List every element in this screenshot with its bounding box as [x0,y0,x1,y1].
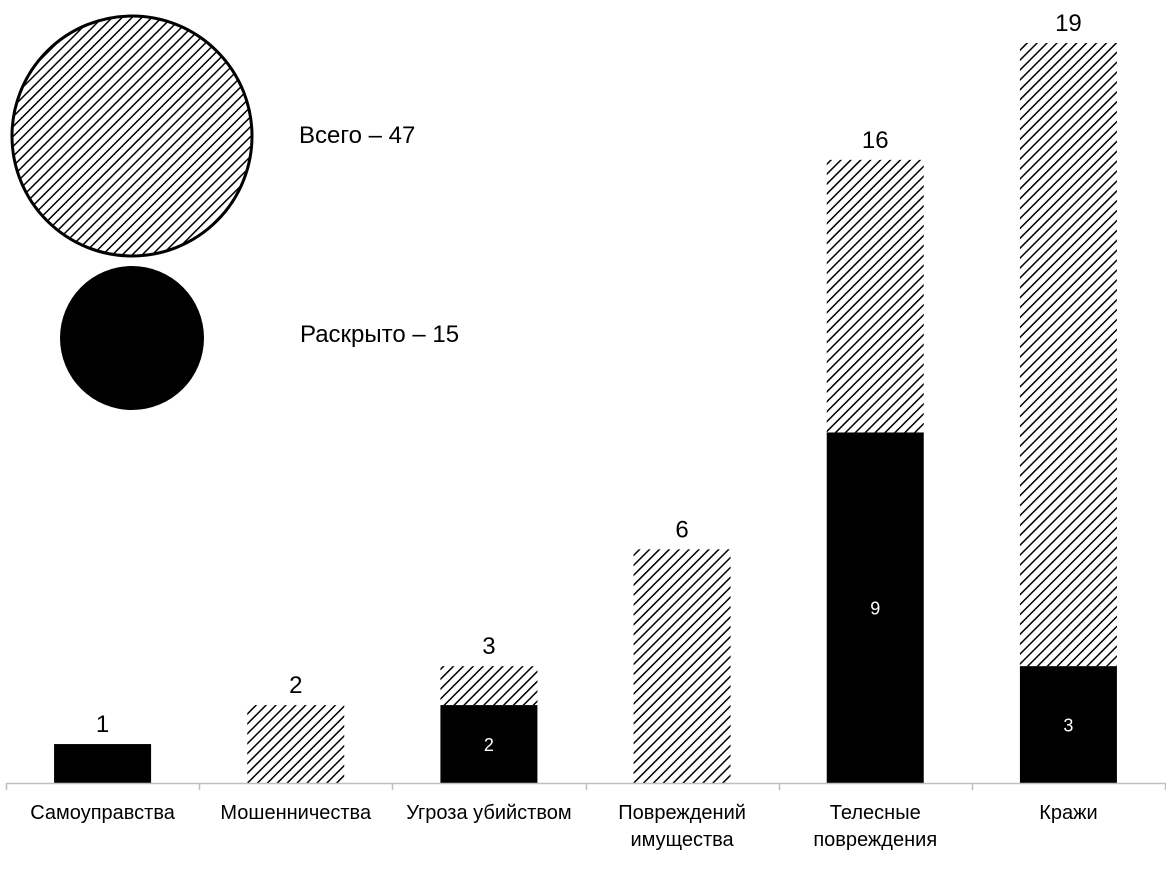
legend-label-total: Всего – 47 [299,122,415,149]
x-axis: Самоуправства Мошенничества Угроза убийств… [5,782,1166,851]
legend-marker-total [10,14,254,258]
category-label: Самоуправства [30,802,175,824]
category-label: Повреждений имущества [618,802,746,851]
category-label: Угроза убийством [406,802,571,824]
bar-total-3 [633,549,731,783]
total-value-label: 3 [482,633,495,660]
solved-value-label: 2 [484,735,494,755]
bars: 1 2 3 2 6 16 9 19 3 [54,10,1117,783]
total-value-label: 19 [1055,10,1082,37]
category-label: Мошенничества [220,802,372,824]
legend-label-solved: Раскрыто – 15 [300,321,459,348]
total-value-label: 6 [675,516,688,543]
bar-total-4 [826,159,924,433]
solved-value-label: 9 [870,599,880,619]
total-value-label: 16 [862,127,889,154]
legend: Всего – 47 Раскрыто – 15 [10,14,459,410]
total-value-label: 1 [96,711,109,738]
bar-solved-2 [440,705,538,783]
legend-marker-solved [60,266,204,410]
bar-total-5 [1019,43,1117,667]
bar-total-1 [247,705,345,783]
total-value-label: 2 [289,672,302,699]
category-label: Телесные повреждения [813,802,937,851]
bar-solved-0 [54,744,152,783]
bar-total-2 [440,666,538,706]
solved-value-label: 3 [1063,716,1073,736]
bar-solved-4 [826,432,924,783]
category-label: Кражи [1039,802,1097,824]
bar-solved-5 [1019,666,1117,783]
